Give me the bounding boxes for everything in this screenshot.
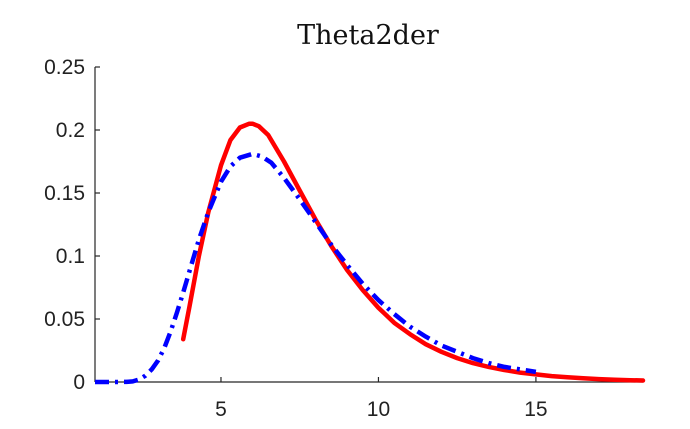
series-line-1 — [180, 121, 646, 383]
y-tick-label: 0.25 — [44, 56, 85, 79]
plot-area — [95, 121, 646, 385]
series-line-2 — [95, 151, 537, 385]
y-tick-label: 0.1 — [56, 245, 85, 268]
x-tick-label: 15 — [524, 398, 547, 421]
chart-title: Theta2der — [297, 20, 439, 51]
y-tick-label: 0.15 — [44, 182, 85, 205]
y-tick-label: 0.05 — [44, 308, 85, 331]
axes — [94, 66, 643, 383]
y-tick-label: 0.2 — [56, 119, 85, 142]
x-tick-label: 10 — [367, 398, 390, 421]
y-tick-label: 0 — [73, 371, 85, 394]
tick-labels: 0 0.05 0.1 0.15 0.2 0.25 5 10 15 — [44, 56, 547, 421]
x-tick-label: 5 — [215, 398, 227, 421]
